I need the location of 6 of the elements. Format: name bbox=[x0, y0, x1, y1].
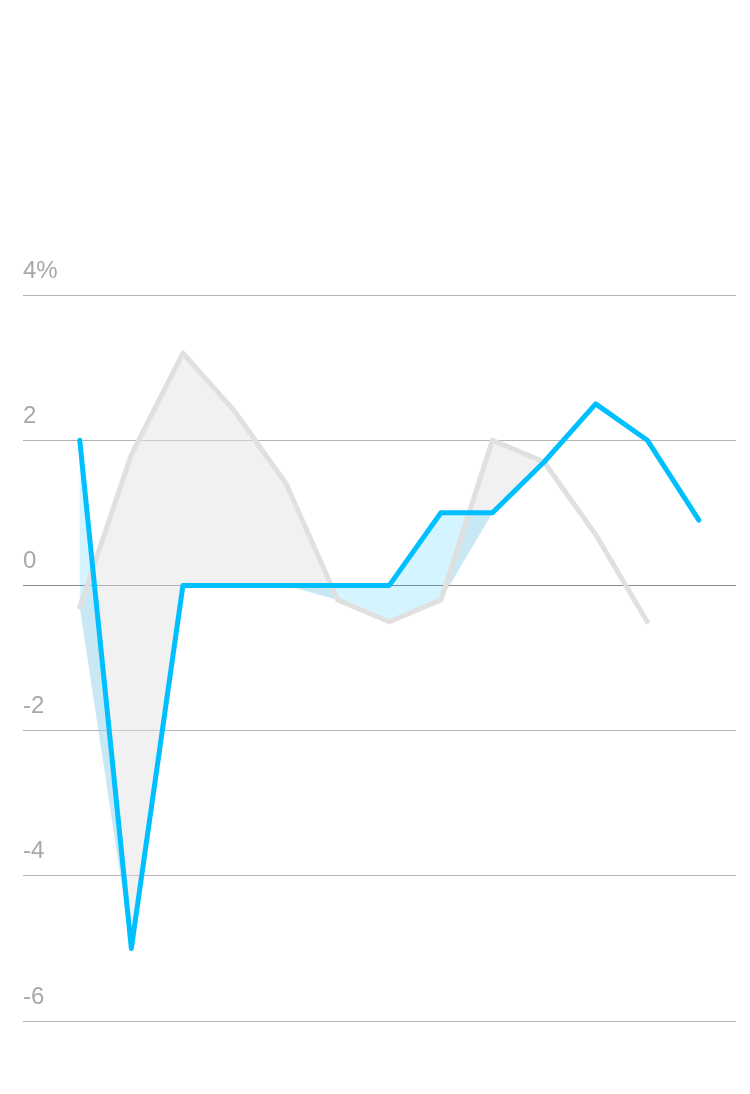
y-tick-label: 0 bbox=[23, 546, 37, 574]
y-tick-label: 2 bbox=[23, 400, 37, 428]
y-tick-label: -6 bbox=[23, 981, 45, 1009]
y-tick-label: -4 bbox=[23, 836, 45, 864]
y-tick-label: -2 bbox=[23, 691, 45, 719]
y-tick-label: 4% bbox=[23, 255, 58, 283]
